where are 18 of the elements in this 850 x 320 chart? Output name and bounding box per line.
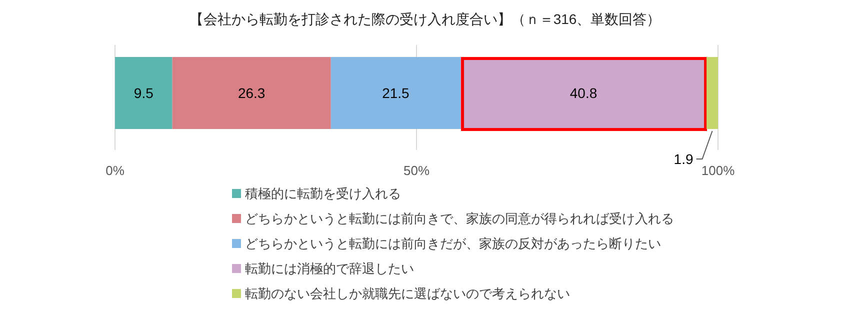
chart-title: 【会社から転勤を打診された際の受け入れ度合い】（ｎ＝316、単数回答） <box>189 11 661 27</box>
x-tick-label: 100% <box>701 163 736 178</box>
legend-label: 積極的に転勤を受け入れる <box>245 186 401 201</box>
bar <box>115 57 172 129</box>
x-tick-label: 0% <box>106 163 125 178</box>
bar <box>706 57 718 129</box>
data-label: 21.5 <box>382 85 410 101</box>
legend-label: 転勤のない会社しか就職先に選ばないので考えられない <box>245 286 570 301</box>
data-label: 1.9 <box>674 151 694 167</box>
data-label: 40.8 <box>570 85 598 101</box>
legend-label: どちらかというと転勤には前向きだが、家族の反対があったら断りたい <box>245 236 661 251</box>
legend-label: 転勤には消極的で辞退したい <box>245 261 414 276</box>
bar <box>172 57 331 129</box>
x-tick-label: 50% <box>403 163 430 178</box>
legend-label: どちらかというと転勤には前向きで、家族の同意が得られれば受け入れる <box>245 211 674 226</box>
data-label: 26.3 <box>238 85 266 101</box>
data-label: 9.5 <box>134 85 154 101</box>
bar <box>330 57 461 129</box>
